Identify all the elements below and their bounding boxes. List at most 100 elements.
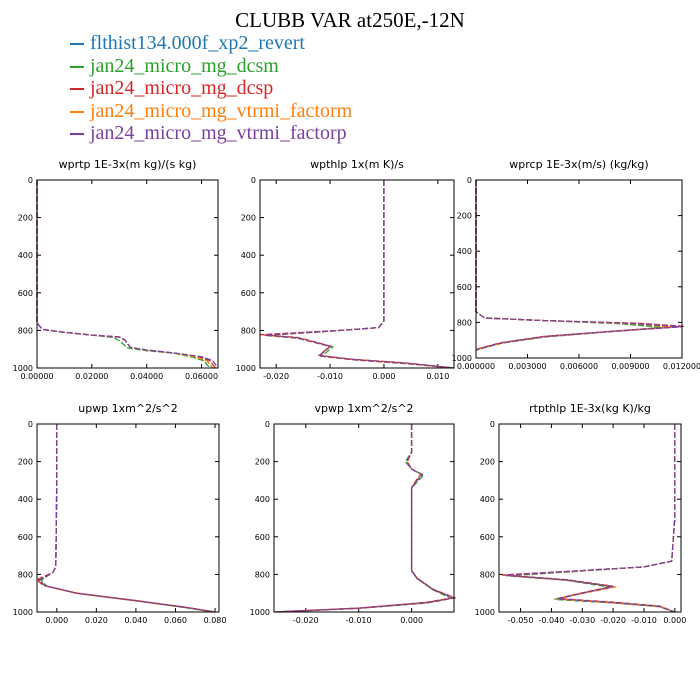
- y-tick-label: 600: [18, 533, 33, 542]
- y-tick-label: 0: [28, 420, 33, 429]
- y-tick-label: 400: [241, 251, 256, 260]
- y-tick-label: 200: [18, 214, 33, 223]
- legend-line-icon: [70, 133, 84, 136]
- legend-label: jan24_micro_mg_vtrmi_factorp: [90, 122, 347, 144]
- y-tick-label: 1000: [452, 354, 472, 363]
- legend-item: jan24_micro_mg_dcsm: [70, 55, 352, 78]
- x-tick-label: -0.050: [508, 616, 534, 625]
- y-tick-label: 400: [18, 251, 33, 260]
- y-tick-label: 0: [28, 176, 33, 185]
- x-tick-label: 0.02000: [75, 372, 108, 381]
- y-tick-label: 1000: [250, 608, 270, 617]
- legend-line-icon: [70, 88, 84, 91]
- series-line: [36, 180, 219, 369]
- y-tick-label: 800: [18, 570, 33, 579]
- legend-label: flthist134.000f_xp2_revert: [90, 32, 305, 54]
- x-tick-label: -0.030: [569, 616, 595, 625]
- chart-panel: wprcp 1E-3x(m/s) (kg/kg) 0 200 400 600 800 100…: [452, 158, 700, 371]
- plot-frame: [259, 179, 455, 369]
- x-tick-label: 0.040: [124, 616, 147, 625]
- chart-panel: wprtp 1E-3x(m kg)/(s kg) 0 200 400 600 800 100…: [13, 158, 219, 381]
- x-tick-label: 0.003000: [508, 362, 546, 371]
- panel-title: vpwp 1xm^2/s^2: [314, 402, 413, 415]
- y-tick-label: 200: [241, 214, 256, 223]
- legend-item: jan24_micro_mg_dcsp: [70, 77, 352, 100]
- x-tick-label: -0.040: [539, 616, 565, 625]
- x-tick-label: 0.006000: [560, 362, 598, 371]
- x-tick-label: 0.000: [45, 616, 68, 625]
- x-tick-label: 0.009000: [611, 362, 649, 371]
- x-tick-label: 0.010: [426, 372, 449, 381]
- x-tick-label: -0.010: [317, 372, 343, 381]
- x-tick-label: 0.00000: [20, 372, 53, 381]
- y-tick-label: 1000: [13, 364, 33, 373]
- legend-item: jan24_micro_mg_vtrmi_factorm: [70, 100, 352, 123]
- series-line: [475, 180, 683, 351]
- legend-label: jan24_micro_mg_dcsp: [90, 77, 274, 99]
- panel-title: wprcp 1E-3x(m/s) (kg/kg): [509, 158, 648, 171]
- y-tick-label: 600: [480, 533, 495, 542]
- series-line: [37, 424, 216, 613]
- y-tick-label: 1000: [13, 608, 33, 617]
- series-line: [37, 424, 216, 613]
- panel-title: wpthlp 1x(m K)/s: [310, 158, 404, 171]
- x-tick-label: 0.04000: [130, 372, 163, 381]
- y-tick-label: 1000: [236, 364, 256, 373]
- x-tick-label: 0.06000: [185, 372, 218, 381]
- panel-title: rtpthlp 1E-3x(kg K)/kg: [529, 402, 651, 415]
- x-tick-label: -0.020: [263, 372, 289, 381]
- legend-item: jan24_micro_mg_vtrmi_factorp: [70, 122, 352, 145]
- legend-line-icon: [70, 43, 84, 46]
- plot-frame: [475, 179, 683, 359]
- series-line: [265, 180, 455, 369]
- series-line: [36, 180, 216, 369]
- series-line: [475, 180, 662, 351]
- plot-frame: [36, 179, 219, 369]
- y-tick-label: 600: [18, 289, 33, 298]
- series-line: [502, 424, 676, 613]
- series-line: [273, 424, 457, 613]
- legend-line-icon: [70, 110, 84, 113]
- x-tick-label: 0.012000: [663, 362, 700, 371]
- y-tick-label: 1000: [475, 608, 495, 617]
- y-tick-label: 200: [18, 458, 33, 467]
- series-line: [37, 424, 216, 613]
- y-tick-label: 400: [457, 247, 472, 256]
- x-tick-label: 0.000: [663, 616, 686, 625]
- x-tick-label: 0.060: [164, 616, 187, 625]
- x-tick-label: 0.000: [372, 372, 395, 381]
- y-tick-label: 800: [255, 570, 270, 579]
- series-line: [259, 180, 455, 369]
- series-line: [273, 424, 457, 613]
- y-tick-label: 400: [18, 495, 33, 504]
- y-tick-label: 0: [265, 420, 270, 429]
- x-tick-label: 0.080: [204, 616, 227, 625]
- chart-panel: rtpthlp 1E-3x(kg K)/kg 0 200 400 600 800 1000 -…: [475, 402, 687, 625]
- y-tick-label: 0: [251, 176, 256, 185]
- y-tick-label: 400: [255, 495, 270, 504]
- panel-title: wprtp 1E-3x(m kg)/(s kg): [59, 158, 197, 171]
- series-line: [505, 424, 676, 613]
- y-tick-label: 600: [241, 289, 256, 298]
- plot-frame: [36, 423, 220, 613]
- legend-label: jan24_micro_mg_vtrmi_factorm: [90, 99, 353, 122]
- y-tick-label: 800: [18, 326, 33, 335]
- plot-frame: [498, 423, 682, 613]
- legend-item: flthist134.000f_xp2_revert: [70, 32, 352, 55]
- legend-label: jan24_micro_mg_dcsm: [90, 54, 279, 77]
- chart-panel: vpwp 1xm^2/s^2 0 200 400 600 800 1000 -0.020 -0.…: [250, 402, 457, 625]
- plot-frame: [273, 423, 455, 613]
- chart-panel: wpthlp 1x(m K)/s 0 200 400 600 800 1000 -0.020 -…: [236, 158, 455, 381]
- x-tick-label: -0.020: [600, 616, 626, 625]
- y-tick-label: 200: [480, 458, 495, 467]
- series-line: [475, 180, 684, 351]
- y-tick-label: 600: [457, 283, 472, 292]
- series-line: [265, 180, 455, 369]
- y-tick-label: 200: [255, 458, 270, 467]
- series-line: [265, 180, 455, 369]
- y-tick-label: 800: [457, 318, 472, 327]
- y-tick-label: 400: [480, 495, 495, 504]
- page-title: CLUBB VAR at250E,-12N: [235, 8, 465, 32]
- series-line: [273, 424, 457, 613]
